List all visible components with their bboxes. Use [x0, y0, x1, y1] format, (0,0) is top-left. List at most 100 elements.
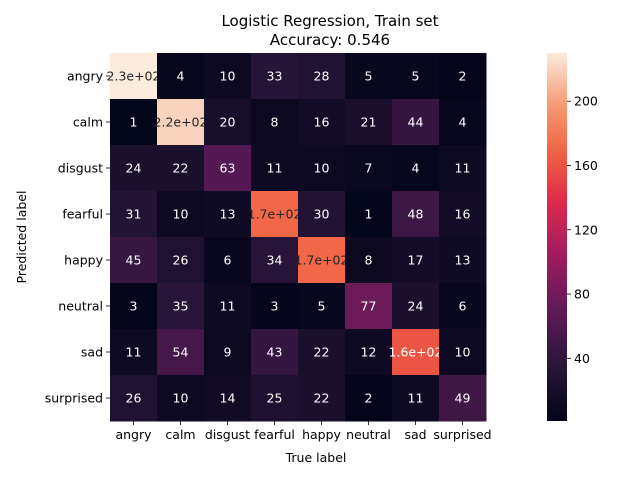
y-tick-label: fearful	[62, 207, 103, 222]
y-tick-label: angry	[67, 69, 104, 84]
cell-value-label: 34	[267, 253, 283, 268]
cell-value-label: 21	[361, 115, 377, 130]
heatmap-cell	[298, 191, 346, 238]
x-tick-label: happy	[302, 427, 341, 442]
heatmap-cell	[392, 283, 440, 330]
heatmap-cell	[298, 53, 346, 100]
heatmap-cell	[110, 99, 158, 146]
y-tick-label: neutral	[58, 299, 103, 314]
heatmap-cell	[345, 53, 393, 100]
cell-value-label: 10	[173, 207, 189, 222]
x-tick-label: calm	[165, 427, 195, 442]
heatmap-cell	[204, 145, 252, 192]
x-tick-label: sad	[404, 427, 426, 442]
heatmap-cell	[157, 283, 205, 330]
y-axis-label: Predicted label	[14, 191, 29, 284]
heatmap-cell	[251, 329, 299, 376]
heatmap-cell	[251, 237, 299, 284]
cell-value-label: 2.3e+02	[107, 69, 161, 84]
cell-value-label: 9	[224, 345, 232, 360]
cell-value-label: 11	[408, 391, 424, 406]
heatmap-cell	[204, 237, 252, 284]
heatmap-cell	[439, 53, 487, 100]
heatmap-cell	[439, 191, 487, 238]
cell-value-label: 44	[408, 115, 424, 130]
heatmap-cell	[392, 191, 440, 238]
heatmap-cell	[110, 53, 158, 100]
cell-value-label: 11	[455, 161, 471, 176]
heatmap-cell	[157, 329, 205, 376]
heatmap-cell	[439, 283, 487, 330]
cell-value-label: 4	[177, 69, 185, 84]
cell-value-label: 6	[459, 299, 467, 314]
cell-value-label: 2	[459, 69, 467, 84]
cell-value-label: 13	[455, 253, 471, 268]
cell-value-label: 20	[220, 115, 236, 130]
cell-value-label: 25	[267, 391, 283, 406]
heatmap-cell	[345, 99, 393, 146]
colorbar-tick-label: 80	[574, 287, 590, 302]
cell-value-label: 17	[408, 253, 424, 268]
cell-value-label: 63	[220, 161, 236, 176]
cell-value-label: 10	[314, 161, 330, 176]
heatmap-cell	[251, 283, 299, 330]
heatmap-cell	[392, 375, 440, 422]
cell-value-label: 1.6e+02	[389, 345, 443, 360]
heatmap-cell	[157, 145, 205, 192]
x-tick-label: angry	[115, 427, 152, 442]
cell-value-label: 8	[365, 253, 373, 268]
y-tick-label: calm	[73, 115, 103, 130]
y-tick-label: happy	[64, 253, 103, 268]
colorbar-ticks: 40 80 120 160 200	[567, 94, 598, 366]
cell-value-label: 30	[314, 207, 330, 222]
heatmap-cell	[251, 375, 299, 422]
x-axis-label: True label	[285, 450, 347, 465]
heatmap-cell	[298, 99, 346, 146]
heatmap-cell	[157, 191, 205, 238]
heatmap-cell	[439, 145, 487, 192]
cell-value-label: 14	[220, 391, 236, 406]
y-axis-ticks: angry calm disgust fearful happy neutral sad su…	[45, 69, 110, 406]
cell-value-label: 45	[126, 253, 142, 268]
cell-value-label: 1.7e+02	[248, 207, 302, 222]
cell-value-label: 10	[173, 391, 189, 406]
heatmap-cell	[392, 237, 440, 284]
heatmap-cell	[439, 375, 487, 422]
heatmap-cell	[157, 237, 205, 284]
heatmap-cell	[439, 99, 487, 146]
chart-title-line-1: Logistic Regression, Train set	[221, 12, 438, 30]
cell-value-label: 33	[267, 69, 283, 84]
x-tick-label: neutral	[346, 427, 391, 442]
heatmap-cell	[251, 99, 299, 146]
heatmap-cell	[110, 237, 158, 284]
cell-value-label: 22	[314, 345, 330, 360]
heatmap-cell	[251, 191, 299, 238]
x-tick-label: fearful	[254, 427, 295, 442]
heatmap-cell	[204, 375, 252, 422]
colorbar-tick-label: 120	[574, 222, 598, 237]
heatmap-cell	[298, 375, 346, 422]
cell-value-label: 6	[224, 253, 232, 268]
heatmap-cell	[110, 375, 158, 422]
x-tick-label: disgust	[205, 427, 250, 442]
colorbar-tick-label: 160	[574, 158, 598, 173]
cell-value-label: 49	[455, 391, 471, 406]
heatmap-cell	[110, 191, 158, 238]
heatmap-cell	[392, 99, 440, 146]
cell-value-label: 3	[130, 299, 138, 314]
y-tick-label: sad	[81, 345, 103, 360]
heatmap-cell	[110, 145, 158, 192]
heatmap-cell	[157, 53, 205, 100]
heatmap-cell	[298, 329, 346, 376]
cell-value-label: 16	[455, 207, 471, 222]
cell-value-label: 31	[126, 207, 142, 222]
heatmap-cell	[204, 53, 252, 100]
heatmap-cell	[439, 329, 487, 376]
cell-value-label: 5	[365, 69, 373, 84]
heatmap-cell	[204, 329, 252, 376]
cell-value-label: 7	[365, 161, 373, 176]
y-tick-label: surprised	[45, 391, 103, 406]
heatmap-cells: 2.3e+02 4 10 33 28 5 5 21 2.2e+02 20 8 16 21 44 424 22 6…	[107, 53, 487, 422]
cell-value-label: 1.7e+02	[295, 253, 349, 268]
cell-value-label: 11	[126, 345, 142, 360]
